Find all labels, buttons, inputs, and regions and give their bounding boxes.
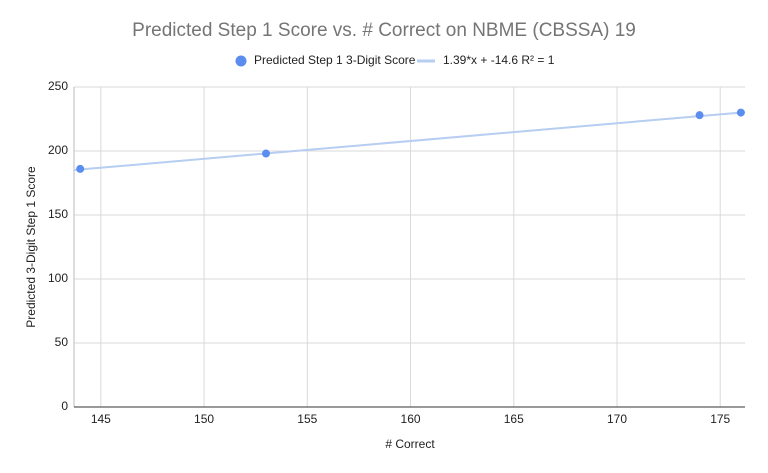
x-tick-label: 145 xyxy=(91,412,111,426)
x-tick-label: 165 xyxy=(504,412,524,426)
point xyxy=(736,108,745,117)
legend-swatch xyxy=(235,55,247,67)
y-tick-label: 50 xyxy=(55,335,69,349)
y-tick-label: 250 xyxy=(48,79,68,93)
legend-label: Predicted Step 1 3-Digit Score xyxy=(254,53,416,67)
x-tick-label: 150 xyxy=(194,412,214,426)
y-tick-label: 0 xyxy=(61,399,68,413)
trendline xyxy=(73,111,746,172)
x-tick-label: 170 xyxy=(607,412,627,426)
y-axis-label: Predicted 3-Digit Step 1 Score xyxy=(24,166,38,328)
chart-title: Predicted Step 1 Score vs. # Correct on … xyxy=(132,20,636,41)
x-axis-label: # Correct xyxy=(385,437,435,451)
point xyxy=(262,149,271,158)
y-tick-label: 100 xyxy=(48,271,68,285)
legend-label: 1.39*x + -14.6 R² = 1 xyxy=(443,53,555,67)
x-tick-label: 155 xyxy=(297,412,317,426)
y-tick-label: 150 xyxy=(48,207,68,221)
y-tick-label: 200 xyxy=(48,143,68,157)
point xyxy=(76,164,85,173)
point xyxy=(695,111,704,120)
x-tick-label: 160 xyxy=(401,412,421,426)
x-tick-label: 175 xyxy=(710,412,730,426)
